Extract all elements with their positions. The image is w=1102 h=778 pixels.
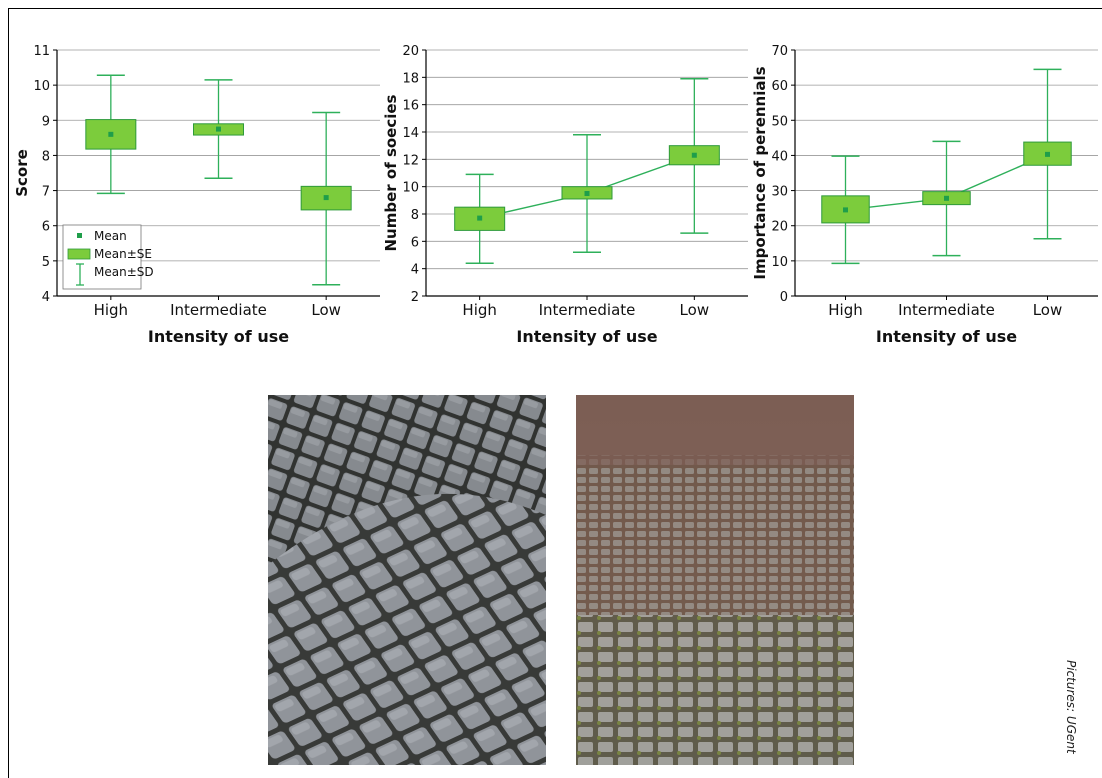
overgrown-cobblestone-image	[576, 395, 854, 765]
cobblestone-image	[268, 395, 546, 765]
y-tick-label: 4	[42, 290, 50, 305]
chart-panel-3: 0 10 20 30 40 50 60 70 High Intermediate Low Intens…	[751, 44, 1098, 346]
y-tick-label: 18	[402, 71, 419, 86]
y-tick-label: 30	[771, 185, 788, 200]
x-axis-title: Intensity of use	[876, 327, 1017, 346]
legend-sd-label: Mean±SD	[94, 265, 154, 279]
x-tick-label: Low	[1033, 301, 1063, 319]
y-tick-label: 14	[402, 126, 419, 141]
y-tick-label: 16	[402, 99, 419, 114]
chart-panel-2: 2 4 6 8 10 12 14 16 18 20 High Intermediate Low Inten…	[382, 44, 748, 346]
legend-mean-label: Mean	[94, 229, 127, 243]
y-tick-label: 5	[42, 255, 50, 270]
y-tick-label: 12	[402, 153, 419, 168]
x-tick-label: Intermediate	[898, 301, 995, 319]
y-tick-label: 40	[771, 149, 788, 164]
legend-se-label: Mean±SE	[94, 247, 152, 261]
y-tick-label: 2	[411, 290, 419, 305]
y-tick-label: 50	[771, 114, 788, 129]
y-tick-label: 20	[771, 220, 788, 235]
y-tick-label: 20	[402, 44, 419, 59]
y-tick-label: 10	[33, 79, 50, 94]
se-box	[85, 119, 137, 150]
mean-point	[944, 195, 949, 201]
x-tick-label: High	[94, 301, 128, 319]
x-tick-label: Intermediate	[539, 301, 636, 319]
legend: Mean Mean±SE Mean±SD	[62, 224, 154, 290]
chart-panel-1: 4 5 6 7 8 9 10 11 High Intermediate Low Intensity o…	[13, 44, 380, 346]
x-tick-label: Low	[680, 301, 710, 319]
x-axis-title: Intensity of use	[148, 327, 289, 346]
y-tick-label: 70	[771, 44, 788, 59]
mean-point	[477, 215, 483, 221]
x-tick-label: Intermediate	[170, 301, 267, 319]
y-tick-label: 60	[771, 79, 788, 94]
legend-se-symbol	[67, 248, 91, 260]
photo-credit: Pictures: UGent	[1064, 660, 1078, 754]
mean-point	[108, 131, 114, 137]
mean-point	[323, 195, 329, 201]
y-tick-label: 0	[780, 290, 788, 305]
y-tick-label: 8	[42, 149, 50, 164]
y-tick-label: 7	[42, 185, 50, 200]
mean-point	[691, 152, 697, 158]
x-tick-label: High	[462, 301, 496, 319]
mean-point	[843, 207, 848, 213]
y-tick-label: 9	[42, 114, 50, 129]
y-tick-label: 6	[411, 235, 419, 250]
photo-cobblestone-high-use	[268, 395, 546, 765]
y-tick-label: 11	[33, 44, 50, 59]
x-tick-label: Low	[311, 301, 341, 319]
y-tick-label: 10	[402, 181, 419, 196]
y-axis-title: Score	[13, 149, 31, 197]
figure-frame	[8, 8, 1102, 778]
mean-point	[216, 126, 221, 132]
y-tick-label: 6	[42, 220, 50, 235]
legend-mean-symbol	[77, 233, 82, 238]
x-tick-label: High	[828, 301, 862, 319]
y-tick-label: 8	[411, 208, 419, 223]
mean-point	[1045, 151, 1050, 157]
y-tick-label: 10	[771, 255, 788, 270]
photo-cobblestone-low-use	[576, 395, 854, 765]
x-axis-title: Intensity of use	[516, 327, 657, 346]
mean-point	[584, 191, 590, 196]
y-tick-label: 4	[411, 263, 419, 278]
charts-area: 4 5 6 7 8 9 10 11 High Intermediate Low Intensity o…	[13, 44, 1098, 346]
y-axis-title: Number of soecies	[382, 94, 400, 251]
y-axis-title: Importance of perennials	[751, 66, 769, 279]
